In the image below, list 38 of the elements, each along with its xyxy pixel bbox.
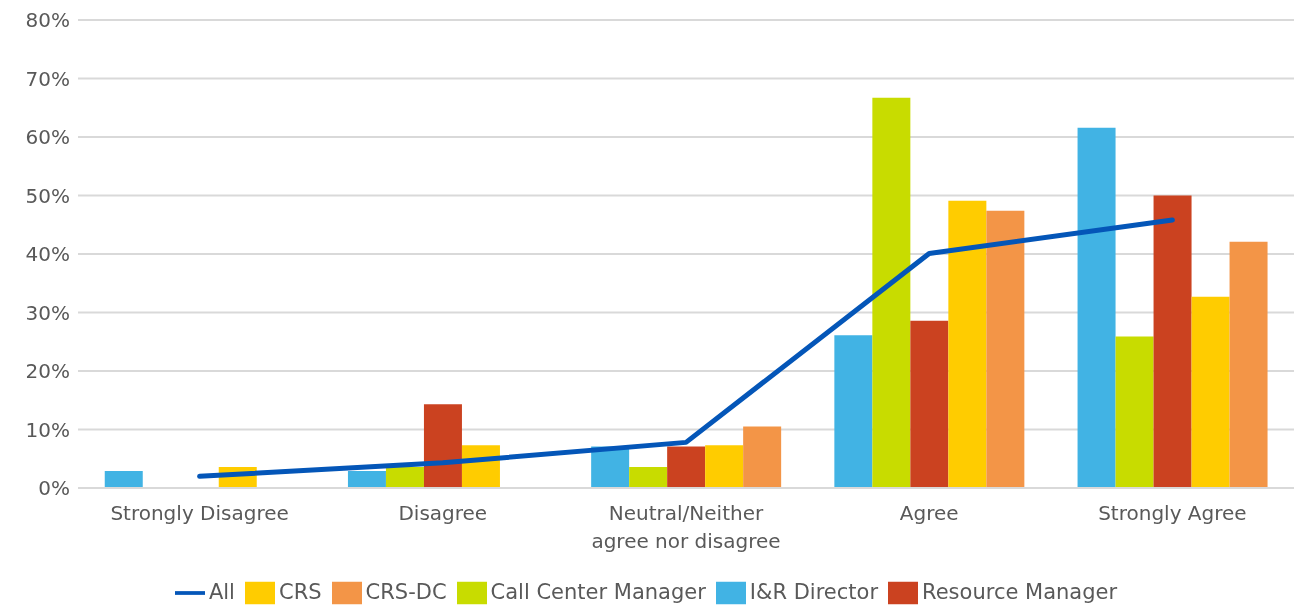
bar: [1115, 336, 1154, 488]
y-tick-label: 80%: [25, 8, 70, 33]
x-tick-label: Disagree: [398, 501, 488, 525]
bar: [423, 404, 462, 488]
bar: [872, 97, 911, 488]
x-tick-label: Agree: [899, 501, 959, 525]
bar: [1077, 127, 1116, 488]
bar: [104, 471, 143, 488]
y-tick-label: 60%: [25, 125, 70, 150]
bar: [986, 210, 1025, 488]
legend-label: I&R Director: [749, 580, 879, 604]
bar: [948, 200, 987, 488]
legend-label: CRS-DC: [365, 580, 447, 604]
x-tick-label: Strongly Disagree: [110, 501, 289, 525]
y-tick-label: 70%: [25, 66, 70, 91]
y-tick-label: 0%: [38, 476, 70, 501]
bar: [834, 335, 873, 488]
legend-label: CRS: [278, 580, 322, 604]
bar: [629, 466, 668, 488]
legend-label: Resource Manager: [922, 580, 1118, 604]
y-tick-label: 10%: [25, 417, 70, 442]
legend-label: Call Center Manager: [490, 580, 706, 604]
legend-label: All: [208, 580, 235, 604]
y-tick-label: 20%: [25, 359, 70, 384]
bar: [910, 320, 949, 488]
y-tick-label: 30%: [25, 300, 70, 325]
bar: [667, 446, 706, 488]
bar: [1229, 241, 1268, 488]
bar: [705, 445, 744, 488]
y-tick-label: 40%: [25, 242, 70, 267]
bar: [385, 466, 424, 488]
bar: [347, 471, 386, 488]
bar: [743, 426, 782, 488]
x-tick-label: Neutral/Neither agree nor disagree: [591, 501, 781, 553]
x-tick-label: Strongly Agree: [1098, 501, 1247, 525]
bar: [1191, 296, 1230, 488]
y-tick-label: 50%: [25, 183, 70, 208]
bar: [1153, 195, 1192, 488]
